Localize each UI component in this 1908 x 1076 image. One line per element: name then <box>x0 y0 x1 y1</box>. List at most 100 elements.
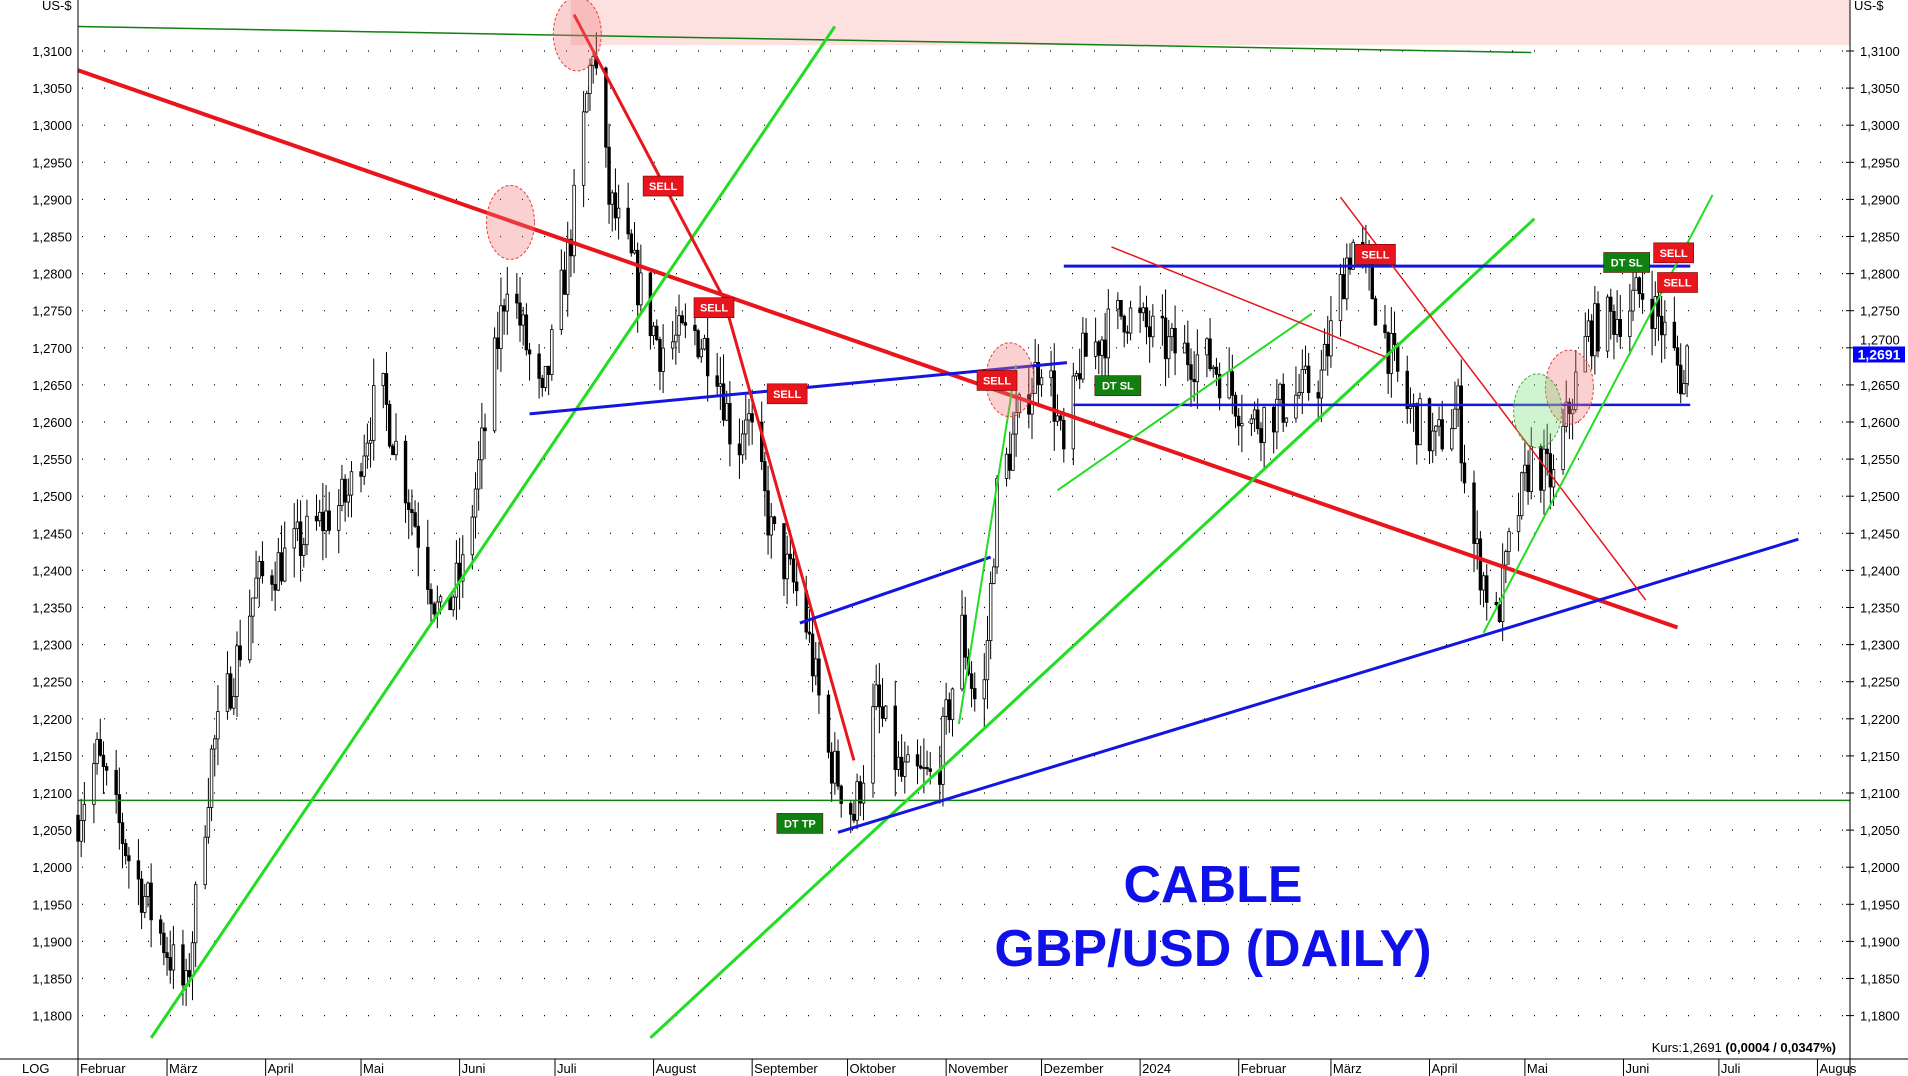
candle-body <box>213 738 217 750</box>
candle-body <box>438 596 443 603</box>
candle-body <box>1561 425 1565 470</box>
candle-body <box>1659 315 1664 336</box>
candle-body <box>1596 303 1600 352</box>
candle-body <box>1230 371 1235 396</box>
y-tick-label-right: 1,2700 <box>1860 332 1900 347</box>
candle-body <box>1338 274 1343 322</box>
candle-body <box>101 754 106 767</box>
candle-body <box>1259 428 1263 444</box>
candle-body <box>92 763 96 805</box>
y-tick-label-right: 1,1900 <box>1860 934 1900 949</box>
candle-body <box>407 502 411 510</box>
highlight-circle <box>1513 373 1563 449</box>
candle-body <box>1189 364 1193 380</box>
candle-body <box>327 510 331 531</box>
candle-body <box>1485 575 1489 603</box>
y-tick-label-left: 1,2850 <box>32 230 72 245</box>
candle-body <box>1586 320 1591 337</box>
candle-body <box>168 957 172 971</box>
x-tick-label: Mai <box>1527 1061 1548 1076</box>
candle-body <box>973 688 977 700</box>
y-tick-label-right: 1,2900 <box>1860 192 1900 207</box>
candle-body <box>470 516 475 556</box>
candle-body <box>454 562 459 598</box>
candle-body <box>206 807 211 838</box>
y-tick-label-left: 1,1800 <box>32 1009 72 1024</box>
candle-body <box>569 238 573 257</box>
y-tick-label-left: 1,3000 <box>32 118 72 133</box>
trendline <box>149 25 837 1039</box>
candle-body <box>1405 370 1409 409</box>
y-tick-label-right: 1,3000 <box>1860 118 1900 133</box>
candle-body <box>1516 515 1521 533</box>
candle-body <box>680 315 684 324</box>
candle-body <box>1237 415 1241 427</box>
candle-body <box>591 56 595 66</box>
candle-body <box>139 878 144 913</box>
candle-body <box>540 377 544 388</box>
candle-body <box>1430 430 1435 452</box>
x-tick-label: November <box>948 1061 1009 1076</box>
candle-body <box>1008 453 1012 471</box>
y-tick-label-right: 1,2350 <box>1860 601 1900 616</box>
y-tick-label-left: 1,2100 <box>32 786 72 801</box>
candle-body <box>1097 341 1101 356</box>
trendline <box>572 13 725 299</box>
candle-body <box>1507 531 1511 552</box>
candle-body <box>947 699 952 721</box>
candle-body <box>852 813 856 821</box>
candle-body <box>1062 419 1066 450</box>
candle-body <box>1345 257 1349 300</box>
candle-body <box>1256 409 1260 430</box>
candle-body <box>295 521 300 530</box>
signal-label: SELL <box>1660 248 1688 260</box>
candle-body <box>1081 332 1085 380</box>
candle-body <box>928 768 932 772</box>
candle-body <box>1186 342 1190 366</box>
y-tick-label-left: 1,2300 <box>32 638 72 653</box>
y-tick-label-right: 1,2500 <box>1860 489 1900 504</box>
candle-body <box>1392 332 1397 345</box>
x-axis-ticks: Februar März April Mai Juni Juli August Septemb… <box>77 1059 1857 1076</box>
candle-body <box>232 696 236 709</box>
signal-label: SELL <box>983 375 1011 387</box>
candle-body <box>273 583 277 591</box>
candle-body <box>1278 383 1282 400</box>
candle-body <box>826 694 831 753</box>
highlight-circle <box>485 184 535 260</box>
candle-body <box>674 334 678 343</box>
candle-body <box>1408 406 1413 409</box>
candle-body <box>1227 371 1231 399</box>
candle-body <box>833 750 837 784</box>
candle-body <box>95 739 99 764</box>
candle-body <box>740 433 745 456</box>
y-tick-label-left: 1,2550 <box>32 452 72 467</box>
signal-label: DT SL <box>1102 381 1134 393</box>
candle-body <box>292 528 296 549</box>
candle-body <box>1472 482 1476 544</box>
signal-label: SELL <box>649 181 677 193</box>
candle-body <box>1319 369 1324 399</box>
candle-body <box>874 684 878 708</box>
y-tick-label-left: 1,2450 <box>32 526 72 541</box>
candle-body <box>699 348 703 358</box>
candle-body <box>985 640 990 681</box>
candle-body <box>317 511 322 522</box>
candle-body <box>661 347 665 372</box>
signal-label: SELL <box>1663 278 1691 290</box>
y-tick-label-left: 1,3050 <box>32 81 72 96</box>
candle-body <box>1640 293 1645 300</box>
candle-body <box>1663 321 1667 336</box>
candle-body <box>877 684 882 708</box>
signal-labels: SELL SELL SELL DT TP SELL DT SL SELL DT SL SELL S… <box>642 175 1698 834</box>
x-tick-label: Juli <box>1721 1061 1741 1076</box>
candle-body <box>610 192 614 205</box>
candle-body <box>305 515 309 546</box>
candle-body <box>1574 371 1578 410</box>
candle-body <box>505 293 509 312</box>
candle-body <box>524 314 529 351</box>
candle-body <box>849 803 853 815</box>
candle-body <box>899 756 904 777</box>
candle-body <box>1570 409 1575 415</box>
